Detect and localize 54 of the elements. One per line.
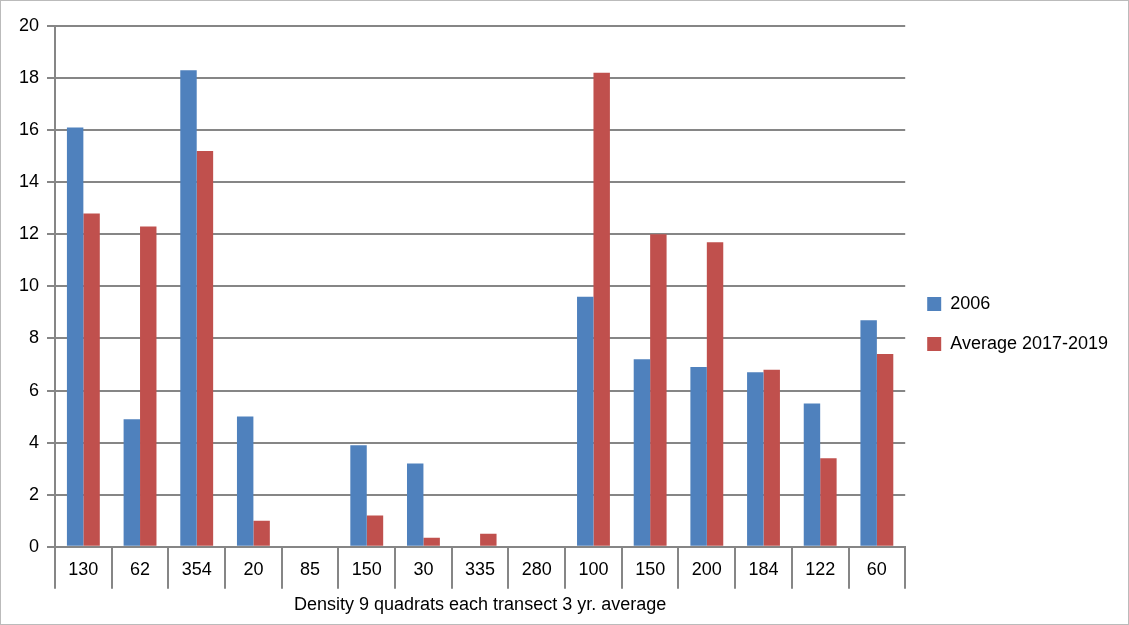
- bar: [407, 463, 424, 546]
- bar: [196, 150, 214, 546]
- bar: [860, 320, 877, 546]
- bar: [633, 359, 651, 546]
- y-tick-label: 14: [18, 171, 40, 192]
- y-tick-label: 0: [29, 535, 40, 556]
- bar: [83, 213, 100, 546]
- bar: [577, 296, 594, 546]
- x-tick-label: 60: [866, 558, 887, 579]
- bar: [123, 419, 141, 546]
- y-tick-label: 18: [18, 67, 40, 88]
- bar: [876, 354, 894, 546]
- bar: [763, 369, 780, 546]
- bar: [480, 533, 497, 546]
- bar: [236, 416, 254, 546]
- x-tick-label: 280: [521, 558, 552, 579]
- bar: [747, 372, 764, 546]
- x-tick-label: 130: [68, 558, 99, 579]
- x-tick-label: 150: [351, 558, 382, 579]
- bar: [180, 70, 197, 546]
- x-tick-label: 85: [300, 558, 321, 579]
- bar: [140, 226, 157, 546]
- y-tick-label: 10: [18, 275, 40, 296]
- bar: [650, 234, 667, 546]
- y-tick-label: 8: [29, 327, 40, 348]
- bar: [690, 367, 707, 546]
- bar: [820, 458, 837, 546]
- y-tick-label: 2: [29, 483, 40, 504]
- y-tick-label: 20: [18, 14, 40, 35]
- y-tick-label: 16: [18, 119, 40, 140]
- x-tick-label: 354: [181, 558, 212, 579]
- bar: [350, 445, 367, 546]
- x-tick-label: 200: [691, 558, 722, 579]
- bar: [706, 242, 724, 546]
- bar: [66, 127, 84, 546]
- x-tick-label: 100: [578, 558, 609, 579]
- x-tick-label: 184: [748, 558, 779, 579]
- y-tick-label: 6: [29, 379, 40, 400]
- y-tick-label: 12: [18, 223, 40, 244]
- x-tick-label: 30: [413, 558, 434, 579]
- y-tick-label: 4: [29, 431, 40, 452]
- bar: [803, 403, 821, 546]
- bar: [423, 537, 440, 546]
- x-tick-label: 62: [130, 558, 151, 579]
- bar: [366, 515, 384, 546]
- x-axis-title: Density 9 quadrats each transect 3 yr. average: [294, 594, 667, 615]
- x-tick-label: 20: [243, 558, 264, 579]
- legend-label: 2006: [950, 292, 991, 313]
- bar: [593, 72, 610, 546]
- x-tick-label: 150: [635, 558, 666, 579]
- legend-label: Average 2017-2019: [950, 332, 1109, 353]
- x-tick-label: 335: [465, 558, 496, 579]
- bar: [253, 520, 270, 546]
- x-tick-label: 122: [805, 558, 836, 579]
